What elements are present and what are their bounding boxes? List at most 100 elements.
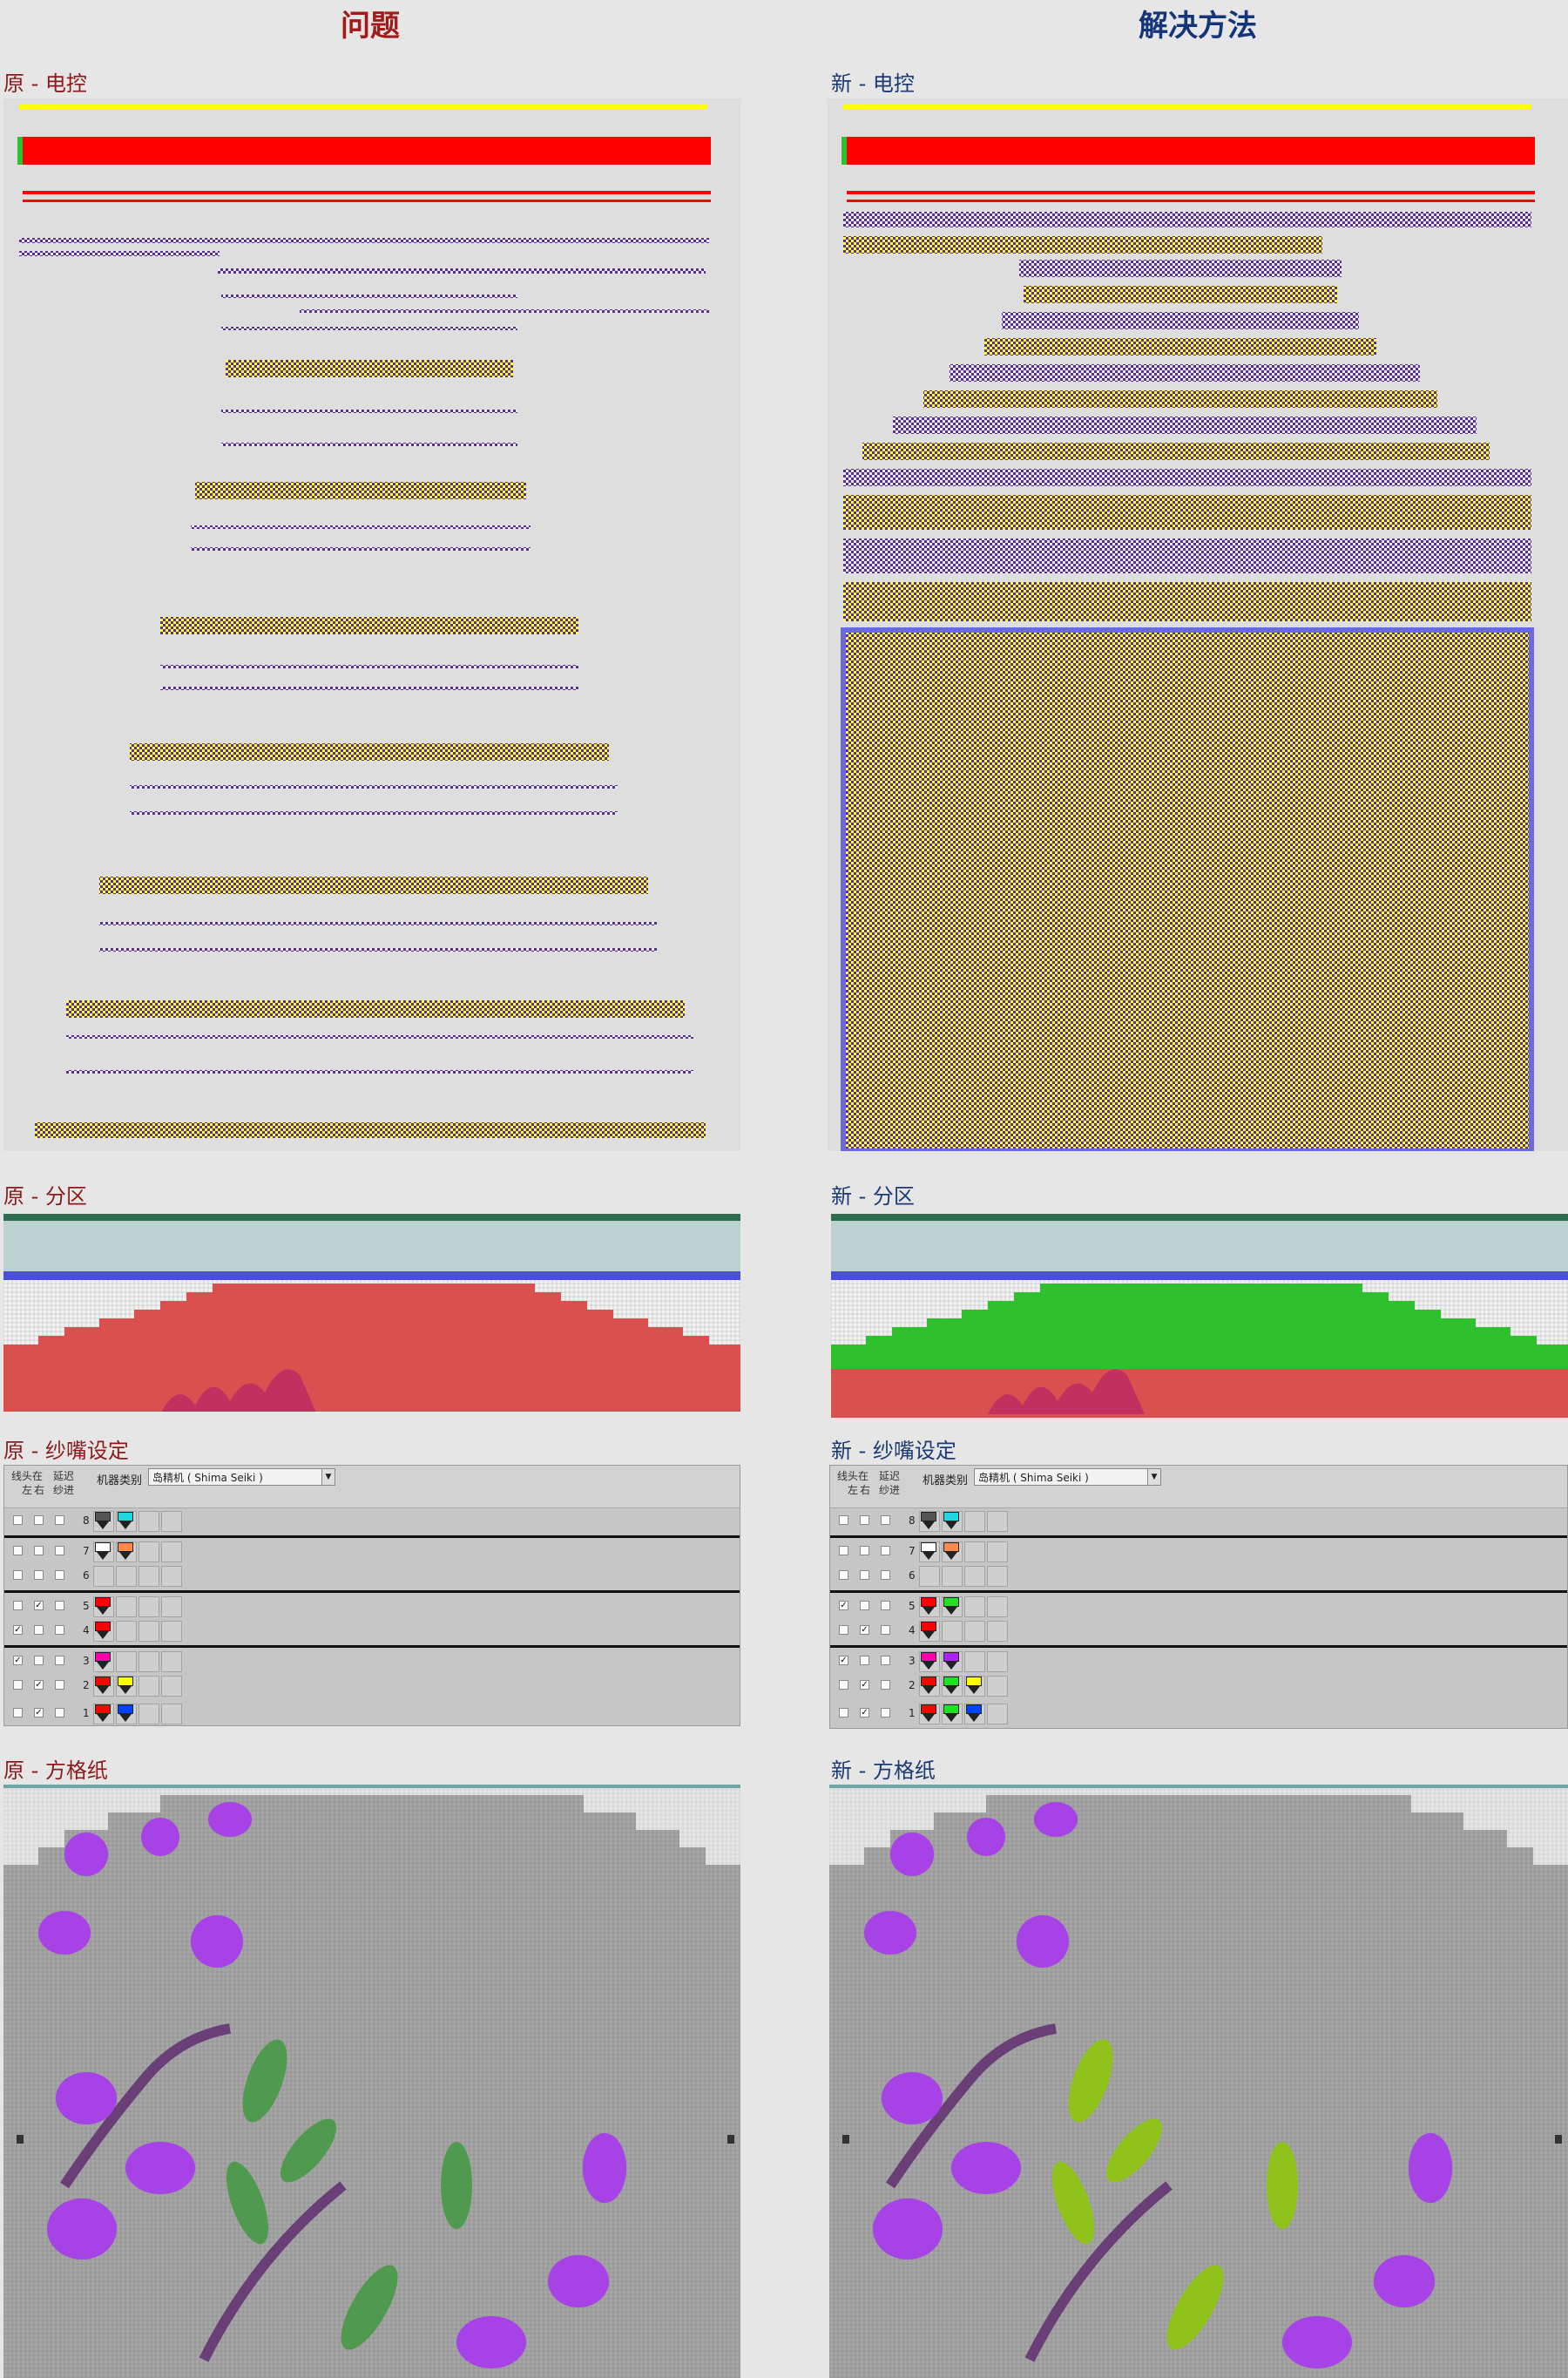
checkbox-left[interactable] [839, 1625, 848, 1635]
checkbox-ext[interactable] [881, 1515, 890, 1525]
checkbox-left[interactable] [13, 1680, 23, 1690]
yarn-carrier-icon[interactable] [95, 1651, 112, 1671]
checkbox-right[interactable]: ✓ [860, 1707, 869, 1717]
machine-type-select[interactable]: 岛精机 ( Shima Seiki ) ▼ [148, 1468, 335, 1486]
checkbox-right[interactable] [860, 1570, 869, 1580]
yarn-carrier-icon[interactable] [943, 1596, 961, 1616]
yarn-carrier-icon[interactable] [943, 1704, 961, 1724]
checkbox-ext[interactable] [55, 1545, 64, 1555]
yarn-carrier-icon[interactable] [921, 1541, 938, 1562]
yarn-slot[interactable] [987, 1650, 1008, 1672]
yarn-slot[interactable] [964, 1621, 985, 1642]
checkbox-ext[interactable] [55, 1625, 64, 1635]
yarn-slot[interactable] [116, 1566, 137, 1587]
yarn-slot[interactable] [139, 1595, 159, 1617]
checkbox-right[interactable] [34, 1570, 44, 1580]
yarn-carrier-icon[interactable] [118, 1512, 135, 1531]
checkbox-ext[interactable] [881, 1600, 890, 1610]
dropdown-arrow-icon[interactable]: ▼ [321, 1469, 335, 1485]
checkbox-left[interactable] [13, 1707, 23, 1717]
checkbox-left[interactable]: ✓ [839, 1655, 848, 1665]
checkbox-ext[interactable] [55, 1655, 64, 1665]
checkbox-right[interactable]: ✓ [34, 1600, 44, 1610]
yarn-carrier-icon[interactable] [118, 1677, 135, 1696]
checkbox-right[interactable] [860, 1655, 869, 1665]
yarn-slot[interactable] [139, 1566, 159, 1587]
checkbox-left[interactable] [839, 1545, 848, 1555]
yarn-slot[interactable] [116, 1595, 137, 1617]
yarn-carrier-icon[interactable] [95, 1541, 112, 1562]
yarn-carrier-icon[interactable] [966, 1704, 983, 1724]
yarn-slot[interactable] [919, 1566, 940, 1587]
checkbox-right[interactable] [860, 1545, 869, 1555]
checkbox-right[interactable] [34, 1625, 44, 1635]
yarn-slot[interactable] [987, 1541, 1008, 1562]
yarn-slot[interactable] [116, 1621, 137, 1642]
yarn-slot[interactable] [987, 1703, 1008, 1724]
checkbox-right[interactable] [34, 1545, 44, 1555]
checkbox-right[interactable] [34, 1655, 44, 1665]
yarn-slot[interactable] [161, 1621, 182, 1642]
checkbox-ext[interactable] [55, 1707, 64, 1717]
checkbox-ext[interactable] [881, 1545, 890, 1555]
yarn-slot[interactable] [161, 1650, 182, 1672]
yarn-carrier-icon[interactable] [921, 1677, 938, 1696]
yarn-slot[interactable] [987, 1566, 1008, 1587]
yarn-carrier-icon[interactable] [118, 1704, 135, 1724]
yarn-carrier-icon[interactable] [95, 1622, 112, 1641]
checkbox-left[interactable] [839, 1680, 848, 1690]
yarn-carrier-icon[interactable] [95, 1704, 112, 1724]
checkbox-right[interactable] [860, 1515, 869, 1525]
checkbox-left[interactable]: ✓ [839, 1600, 848, 1610]
yarn-slot[interactable] [161, 1511, 182, 1532]
yarn-carrier-icon[interactable] [943, 1541, 961, 1562]
yarn-slot[interactable] [161, 1566, 182, 1587]
yarn-carrier-icon[interactable] [921, 1596, 938, 1616]
checkbox-ext[interactable] [55, 1600, 64, 1610]
checkbox-right[interactable] [34, 1515, 44, 1525]
checkbox-right[interactable]: ✓ [34, 1707, 44, 1717]
yarn-slot[interactable] [964, 1566, 985, 1587]
checkbox-ext[interactable] [881, 1707, 890, 1717]
yarn-slot[interactable] [93, 1566, 114, 1587]
yarn-slot[interactable] [964, 1650, 985, 1672]
yarn-slot[interactable] [987, 1676, 1008, 1697]
yarn-carrier-icon[interactable] [118, 1541, 135, 1562]
checkbox-ext[interactable] [881, 1625, 890, 1635]
checkbox-left[interactable] [839, 1570, 848, 1580]
yarn-slot[interactable] [161, 1676, 182, 1697]
checkbox-right[interactable]: ✓ [860, 1625, 869, 1635]
yarn-slot[interactable] [964, 1595, 985, 1617]
checkbox-left[interactable] [13, 1545, 23, 1555]
yarn-slot[interactable] [139, 1676, 159, 1697]
dropdown-arrow-icon[interactable]: ▼ [1147, 1469, 1160, 1485]
checkbox-right[interactable]: ✓ [34, 1680, 44, 1690]
yarn-carrier-icon[interactable] [95, 1596, 112, 1616]
checkbox-right[interactable] [860, 1600, 869, 1610]
yarn-carrier-icon[interactable] [921, 1651, 938, 1671]
checkbox-ext[interactable] [55, 1680, 64, 1690]
yarn-slot[interactable] [987, 1621, 1008, 1642]
checkbox-ext[interactable] [881, 1680, 890, 1690]
yarn-slot[interactable] [987, 1511, 1008, 1532]
yarn-slot[interactable] [139, 1541, 159, 1562]
checkbox-ext[interactable] [881, 1655, 890, 1665]
checkbox-ext[interactable] [55, 1515, 64, 1525]
yarn-carrier-icon[interactable] [943, 1677, 961, 1696]
checkbox-left[interactable] [839, 1707, 848, 1717]
yarn-slot[interactable] [942, 1621, 963, 1642]
yarn-carrier-icon[interactable] [921, 1704, 938, 1724]
yarn-carrier-icon[interactable] [921, 1622, 938, 1641]
yarn-carrier-icon[interactable] [95, 1512, 112, 1531]
checkbox-left[interactable] [13, 1515, 23, 1525]
yarn-slot[interactable] [116, 1650, 137, 1672]
checkbox-left[interactable] [13, 1570, 23, 1580]
yarn-slot[interactable] [161, 1541, 182, 1562]
yarn-slot[interactable] [139, 1650, 159, 1672]
yarn-slot[interactable] [942, 1566, 963, 1587]
checkbox-left[interactable] [13, 1600, 23, 1610]
checkbox-left[interactable] [839, 1515, 848, 1525]
yarn-carrier-icon[interactable] [95, 1677, 112, 1696]
yarn-carrier-icon[interactable] [966, 1677, 983, 1696]
yarn-slot[interactable] [987, 1595, 1008, 1617]
